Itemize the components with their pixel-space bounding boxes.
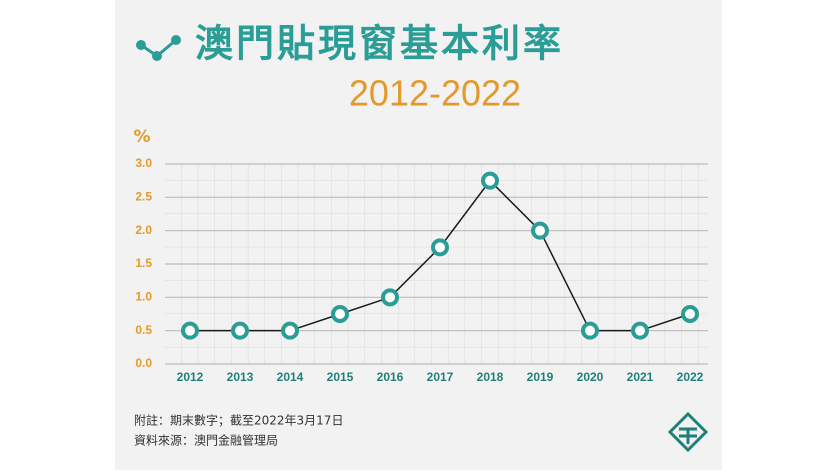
- marker: [281, 321, 299, 340]
- x-tick-label: 2016: [377, 370, 404, 384]
- marker: [381, 288, 399, 307]
- x-tick-label: 2018: [477, 370, 504, 384]
- y-tick-label: 1.5: [135, 256, 152, 270]
- x-tick-label: 2019: [527, 370, 554, 384]
- y-tick-label: 1.0: [135, 290, 152, 304]
- logo: [667, 411, 709, 453]
- marker: [531, 221, 549, 240]
- title-icon: [136, 35, 181, 61]
- marker: [431, 238, 449, 257]
- marker: [581, 321, 599, 340]
- x-tick-label: 2020: [577, 370, 604, 384]
- x-tick-label: 2015: [327, 370, 354, 384]
- x-tick-label: 2013: [227, 370, 254, 384]
- x-tick-label: 2017: [427, 370, 454, 384]
- footnote: 附註：期末數字；截至2022年3月17日: [134, 413, 343, 428]
- marker: [181, 321, 199, 340]
- x-tick-label: 2014: [277, 370, 304, 384]
- y-axis-label: %: [133, 127, 150, 147]
- x-tick-label: 2022: [677, 370, 704, 384]
- source: 資料來源：澳門金融管理局: [134, 433, 278, 448]
- chart-title: 澳門貼現窗基本利率: [195, 22, 564, 66]
- x-tick-label: 2012: [177, 370, 204, 384]
- y-tick-label: 2.5: [135, 190, 152, 204]
- marker: [481, 171, 499, 190]
- y-tick-label: 2.0: [135, 223, 152, 237]
- marker: [631, 321, 649, 340]
- y-tick-label: 0.0: [135, 356, 152, 370]
- y-tick-label: 0.5: [135, 323, 152, 337]
- x-tick-label: 2021: [627, 370, 654, 384]
- y-tick-label: 3.0: [135, 156, 152, 170]
- chart-subtitle: 2012-2022: [349, 73, 521, 114]
- marker: [231, 321, 249, 340]
- marker: [681, 305, 699, 323]
- marker: [331, 305, 349, 323]
